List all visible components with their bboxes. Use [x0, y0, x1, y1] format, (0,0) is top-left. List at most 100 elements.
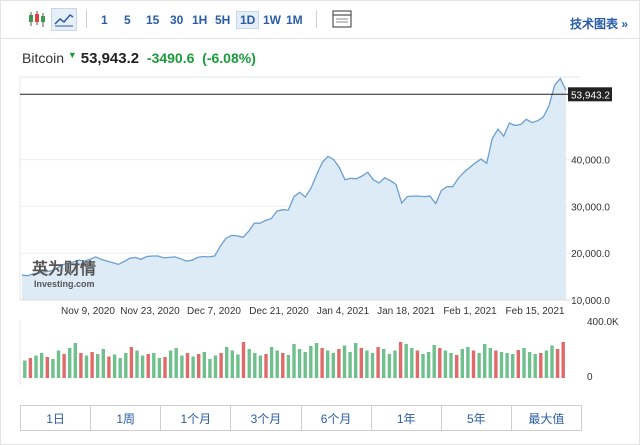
volume-bar	[275, 350, 279, 378]
volume-bar	[191, 356, 195, 378]
instrument-name: Bitcoin	[22, 50, 65, 66]
timeframe-1h[interactable]: 1H	[192, 13, 208, 27]
volume-bar	[51, 359, 55, 378]
volume-bar	[561, 342, 565, 378]
timeframe-1m[interactable]: 1M	[286, 13, 303, 27]
volume-bar	[219, 353, 223, 378]
technical-chart-link[interactable]: 技术图表 »	[569, 17, 628, 31]
volume-bar	[410, 348, 414, 378]
volume-bar	[264, 354, 268, 378]
y-tick-label: 20,000.0	[571, 249, 610, 260]
volume-bar	[432, 345, 436, 378]
volume-bar	[511, 354, 515, 378]
change-arrow-icon: ▼	[67, 50, 77, 60]
volume-bar	[253, 353, 257, 378]
volume-bar	[342, 345, 347, 378]
volume-bar	[152, 353, 156, 378]
volume-bar	[359, 348, 363, 378]
volume-bar	[527, 352, 532, 378]
volume-bar	[28, 358, 33, 378]
range-1w[interactable]: 1周	[91, 406, 162, 430]
watermark-en: Investing.com	[34, 279, 95, 289]
volume-bar	[62, 354, 66, 378]
range-selector: 1日 1周 1个月 3个月 6个月 1年 5年 最大值	[20, 405, 582, 431]
volume-bar	[168, 350, 173, 378]
volume-bar	[354, 343, 358, 378]
x-tick-label: Jan 4, 2021	[317, 306, 370, 317]
volume-bar	[225, 347, 229, 378]
volume-bar	[483, 344, 487, 378]
volume-bar	[281, 353, 285, 378]
volume-bar	[241, 342, 246, 378]
range-max[interactable]: 最大值	[528, 411, 565, 426]
x-tick-label: Jan 18, 2021	[377, 306, 435, 317]
x-tick-label: Dec 7, 2020	[187, 306, 241, 317]
timeframe-30[interactable]: 30	[170, 13, 184, 27]
volume-bar	[292, 344, 296, 378]
chart-toolbar: 1 5 15 30 1H 5H 1D 1W 1M 技术图表 »	[0, 0, 640, 39]
volume-zero-label: 0	[587, 372, 593, 383]
price-quote: Bitcoin ▼ 53,943.2 -3490.6 (-6.08%)	[22, 50, 256, 67]
volume-bar	[421, 354, 425, 378]
y-tick-label: 40,000.0	[571, 156, 610, 167]
y-tick-label: 10,000.0	[571, 296, 610, 307]
volume-bar	[180, 355, 184, 378]
volume-bar	[39, 353, 44, 378]
volume-bar	[174, 348, 178, 378]
volume-bar	[107, 356, 111, 378]
timeframe-1[interactable]: 1	[101, 13, 108, 27]
x-tick-label: Nov 23, 2020	[120, 306, 180, 317]
volume-bar	[326, 350, 330, 378]
volume-bar	[185, 353, 190, 378]
range-1d[interactable]: 1日	[21, 406, 92, 430]
volume-bar	[314, 343, 319, 378]
volume-bar	[230, 350, 234, 378]
range-6m[interactable]: 6个月	[302, 406, 372, 430]
volume-bar	[477, 353, 481, 378]
price-line	[21, 77, 567, 277]
timeframe-1w[interactable]: 1W	[263, 13, 281, 27]
last-price-tag	[568, 87, 612, 102]
volume-bar	[488, 348, 492, 378]
range-1y[interactable]: 1年	[372, 406, 442, 430]
volume-bar	[516, 350, 520, 378]
y-tick-label: 30,000.0	[571, 202, 610, 213]
volume-bar	[376, 347, 380, 378]
volume-bar	[146, 354, 150, 378]
volume-bar	[449, 353, 453, 378]
candlestick-icon[interactable]	[26, 9, 48, 29]
range-3m[interactable]: 3个月	[231, 406, 302, 430]
volume-bar	[68, 348, 72, 378]
volume-bar	[365, 350, 369, 378]
calendar-icon[interactable]	[331, 9, 353, 29]
volume-bar	[471, 350, 476, 378]
volume-bar	[297, 349, 302, 378]
x-tick-label: Feb 1, 2021	[443, 306, 497, 317]
toolbar-divider	[86, 10, 87, 28]
volume-bar	[544, 350, 549, 378]
volume-bar	[197, 354, 201, 378]
volume-bar	[202, 352, 206, 378]
volume-bar	[539, 353, 543, 378]
volume-bar	[73, 343, 77, 378]
timeframe-5h[interactable]: 5H	[215, 13, 231, 27]
volume-bar	[213, 355, 218, 378]
volume-bar	[101, 349, 105, 378]
range-5y[interactable]: 5年	[442, 406, 512, 430]
volume-bar	[79, 353, 83, 378]
timeframe-5[interactable]: 5	[124, 13, 131, 27]
volume-bar	[443, 350, 448, 378]
volume-bar	[370, 353, 375, 378]
volume-max-label: 400.0K	[587, 317, 619, 328]
volume-bar	[320, 348, 324, 378]
volume-bar	[56, 350, 61, 378]
line-chart-button[interactable]	[51, 8, 77, 31]
toolbar-divider	[316, 10, 317, 28]
volume-bar	[426, 352, 431, 378]
range-1m[interactable]: 1个月	[161, 406, 232, 430]
timeframe-1d[interactable]: 1D	[236, 11, 260, 29]
timeframe-15[interactable]: 15	[146, 13, 160, 27]
volume-bars	[23, 342, 565, 378]
volume-bar	[247, 349, 251, 378]
volume-bar	[398, 342, 403, 378]
